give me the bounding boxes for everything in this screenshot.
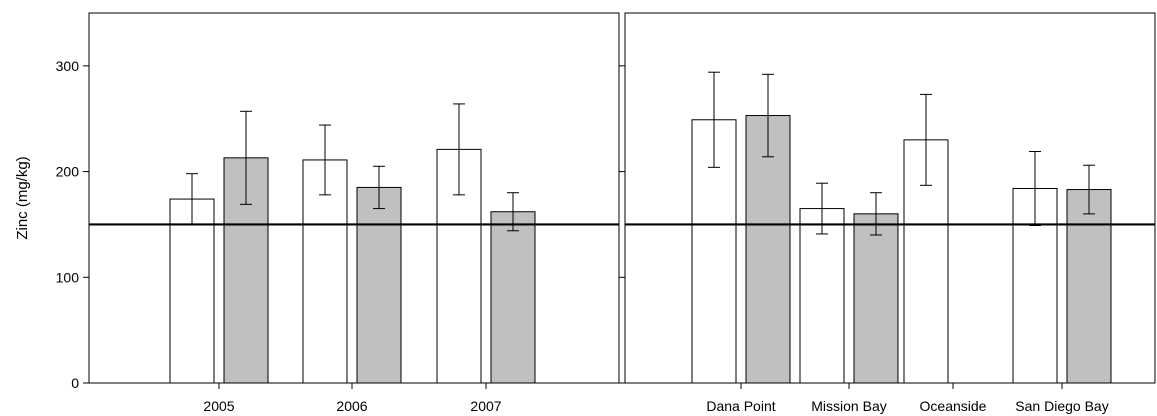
left-x-tick-label: 2005 xyxy=(203,398,234,414)
left-y-tick-label: 300 xyxy=(56,58,80,74)
right-x-tick-label: Dana Point xyxy=(706,398,775,414)
y-axis-title: Zinc (mg/kg) xyxy=(14,156,31,239)
right-x-tick-label: Mission Bay xyxy=(811,398,886,414)
left-x-tick-label: 2006 xyxy=(336,398,367,414)
right-plot-frame xyxy=(624,12,1156,384)
left-y-tick-label: 200 xyxy=(56,164,80,180)
right-bar-mission-bay-s2 xyxy=(853,213,899,384)
left-x-tick-label: 2007 xyxy=(470,398,501,414)
right-x-tick-label: Oceanside xyxy=(920,398,987,414)
left-bar-2007-s2 xyxy=(490,211,536,384)
left-y-tick-label: 0 xyxy=(71,375,79,391)
left-plot-frame xyxy=(88,12,620,384)
left-bar-2006-s2 xyxy=(356,186,402,384)
left-bar-2005-s1 xyxy=(169,198,215,384)
right-bar-san-diego-bay-s2 xyxy=(1066,189,1112,384)
right-x-tick-label: San Diego Bay xyxy=(1015,398,1108,414)
right-bar-mission-bay-s1 xyxy=(799,208,845,384)
left-y-tick-label: 100 xyxy=(56,269,80,285)
right-bar-dana-point-s2 xyxy=(745,115,791,384)
